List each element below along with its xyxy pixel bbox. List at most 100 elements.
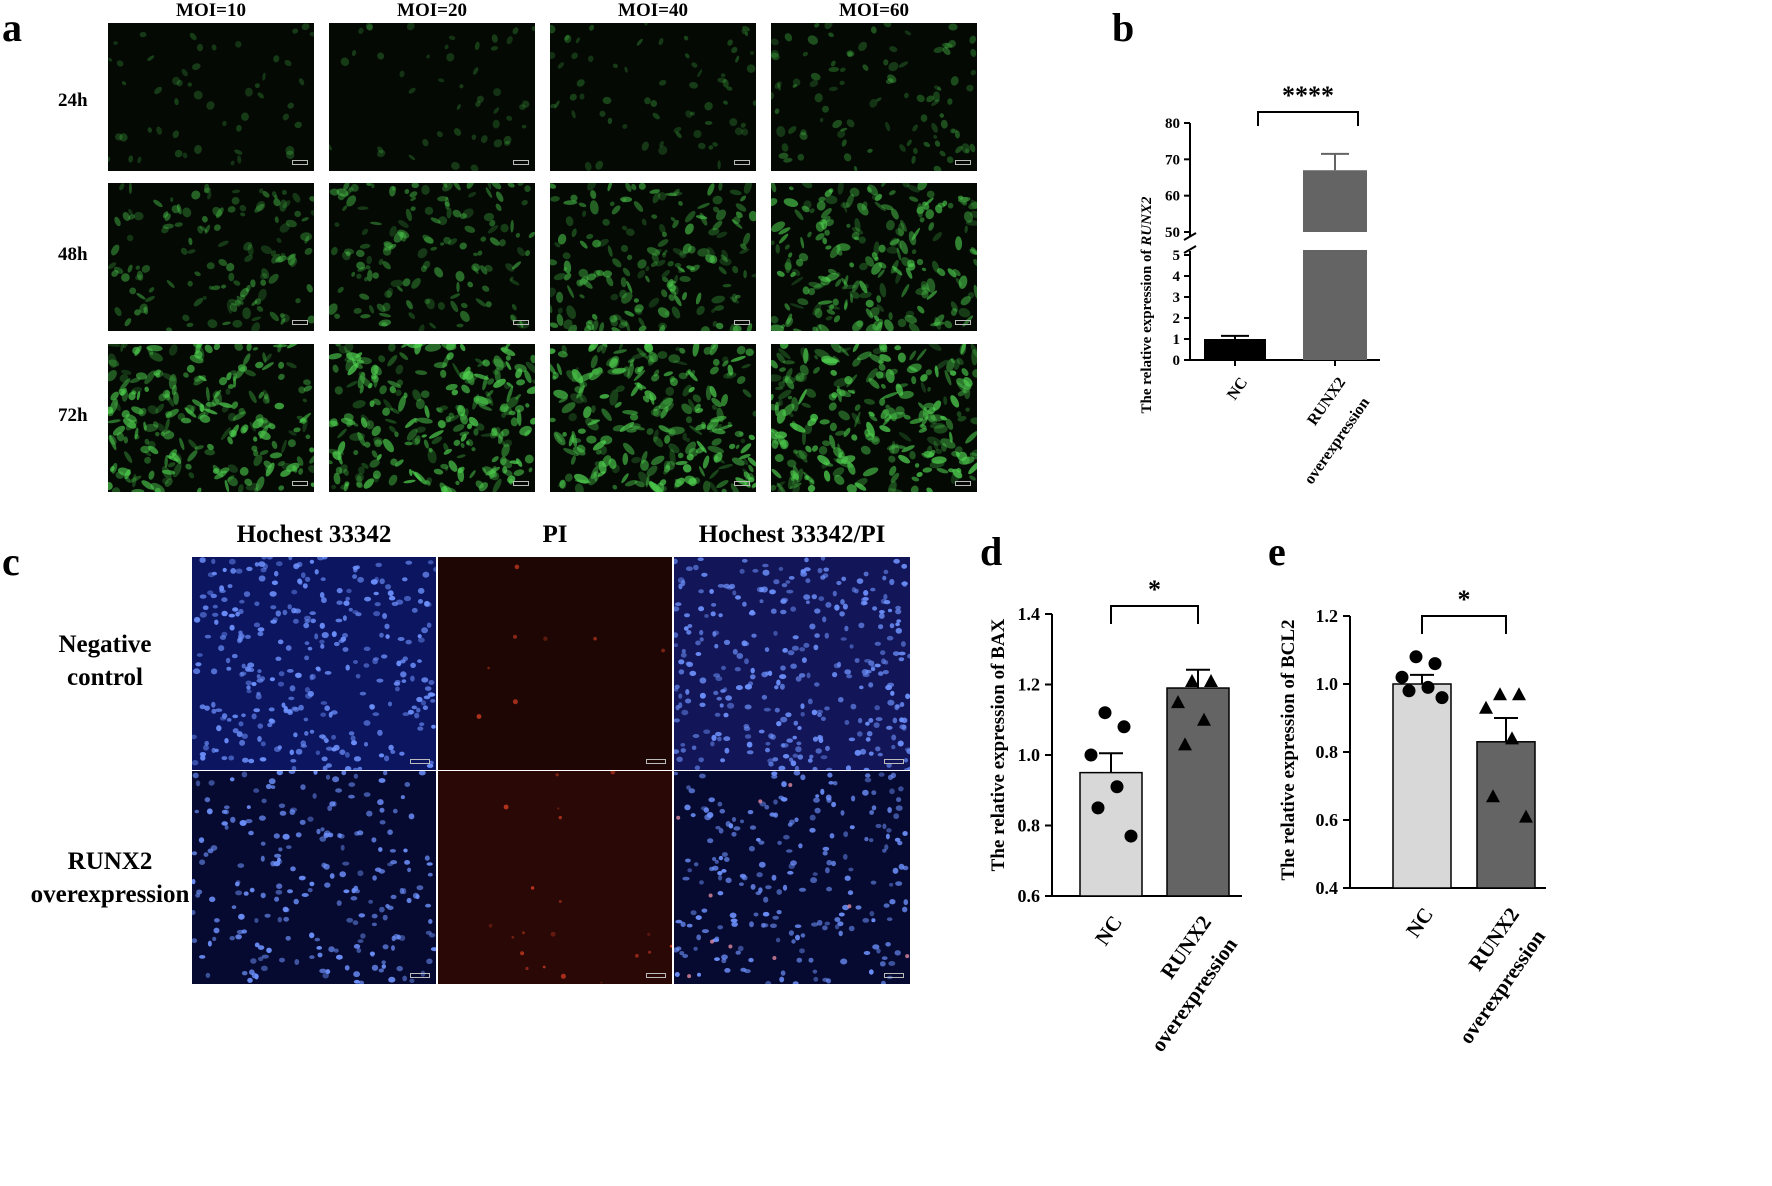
gfp-cell	[679, 275, 691, 283]
hoechst-nucleus	[773, 630, 778, 636]
gfp-image-72h-MOI=60	[771, 344, 977, 492]
data-point-runx2	[1197, 712, 1211, 726]
gfp-cell	[624, 479, 638, 487]
gfp-cell	[852, 357, 861, 367]
gfp-cell	[218, 258, 228, 267]
hoechst-nucleus	[787, 870, 794, 875]
gfp-cell	[452, 362, 462, 378]
gfp-cell	[371, 425, 381, 437]
hoechst-nucleus	[834, 604, 840, 611]
gfp-cell	[402, 278, 411, 287]
gfp-cell	[235, 41, 242, 48]
hoechst-nucleus	[731, 817, 737, 822]
gfp-cell	[645, 266, 650, 272]
hoechst-nucleus	[248, 667, 255, 673]
hoechst-nucleus	[770, 923, 777, 929]
gfp-cell	[108, 481, 113, 491]
gfp-cell	[659, 141, 664, 148]
gfp-cell	[824, 23, 833, 30]
gfp-cell	[698, 142, 706, 150]
hoechst-nucleus	[314, 633, 319, 640]
gfp-cell	[944, 370, 952, 386]
gfp-cell	[292, 192, 301, 203]
gfp-cell	[813, 282, 826, 290]
hoechst-nucleus	[405, 639, 412, 645]
gfp-cell	[194, 344, 205, 361]
gfp-image-24h-MOI=20	[329, 23, 535, 171]
hoechst-nucleus	[394, 679, 401, 684]
gfp-cell	[128, 214, 135, 220]
gfp-cell	[128, 155, 134, 163]
gfp-cell	[711, 438, 722, 446]
hoechst-nucleus	[898, 786, 904, 792]
hoechst-nucleus	[746, 741, 753, 748]
hoechst-nucleus	[834, 917, 841, 923]
hoechst-nucleus	[416, 885, 424, 891]
gfp-cell	[960, 344, 967, 355]
gfp-cell	[658, 425, 670, 433]
gfp-cell	[369, 400, 375, 407]
hoechst-nucleus	[847, 890, 854, 896]
gfp-cell	[690, 111, 695, 116]
hoechst-nucleus	[203, 852, 209, 857]
hoechst-nucleus	[678, 669, 685, 675]
gfp-cell	[308, 465, 314, 474]
hoechst-nucleus	[785, 712, 792, 718]
hoechst-nucleus	[359, 691, 367, 696]
gfp-cell	[735, 211, 743, 218]
hoechst-nucleus	[364, 596, 372, 602]
hoechst-nucleus	[883, 593, 888, 600]
gfp-cell	[820, 208, 832, 219]
gfp-cell	[286, 462, 300, 472]
gfp-cell	[912, 124, 918, 132]
gfp-cell	[591, 418, 599, 423]
gfp-cell	[515, 394, 521, 400]
stain-image-Hochest 33342/PI-RUNX2 overexpression	[674, 771, 910, 984]
hoechst-nucleus	[895, 805, 903, 811]
merged-nucleus	[687, 974, 692, 979]
gfp-cell	[417, 248, 428, 259]
hoechst-nucleus	[703, 807, 710, 813]
gfp-cell	[437, 420, 446, 429]
hoechst-nucleus	[379, 632, 384, 638]
gfp-cell	[949, 370, 957, 376]
gfp-cell	[661, 289, 668, 298]
gfp-cell	[956, 378, 972, 390]
gfp-cell	[717, 160, 721, 170]
gfp-cell	[627, 363, 635, 379]
gfp-cell	[735, 55, 740, 63]
hoechst-nucleus	[199, 557, 206, 563]
hoechst-nucleus	[245, 680, 252, 686]
gfp-cell	[383, 399, 394, 412]
gfp-cell	[182, 314, 190, 322]
gfp-cell	[331, 484, 337, 490]
gfp-cell	[824, 229, 830, 236]
hoechst-nucleus	[240, 671, 247, 676]
bar-runx2	[1166, 687, 1230, 897]
gfp-cell	[702, 480, 711, 492]
gfp-cell	[365, 420, 375, 430]
gfp-cell	[685, 53, 690, 59]
gfp-cell	[771, 484, 777, 491]
hoechst-nucleus	[674, 687, 679, 692]
gfp-cell	[876, 295, 882, 303]
gfp-cell	[480, 433, 497, 437]
gfp-cell	[559, 479, 567, 489]
gfp-cell	[525, 403, 530, 408]
gfp-cell	[279, 199, 287, 212]
gfp-cell	[346, 195, 357, 207]
gfp-cell	[611, 367, 627, 374]
chart-e-significance: *	[1421, 585, 1507, 634]
gfp-cell	[344, 344, 354, 353]
gfp-cell	[585, 321, 595, 331]
hoechst-nucleus	[417, 634, 422, 639]
gfp-cell	[114, 216, 121, 227]
hoechst-nucleus	[282, 609, 288, 616]
gfp-cell	[973, 258, 977, 266]
gfp-cell	[784, 33, 793, 42]
gfp-cell	[962, 315, 974, 327]
hoechst-nucleus	[250, 958, 257, 964]
hoechst-nucleus	[678, 659, 685, 665]
gfp-cell	[553, 389, 569, 399]
